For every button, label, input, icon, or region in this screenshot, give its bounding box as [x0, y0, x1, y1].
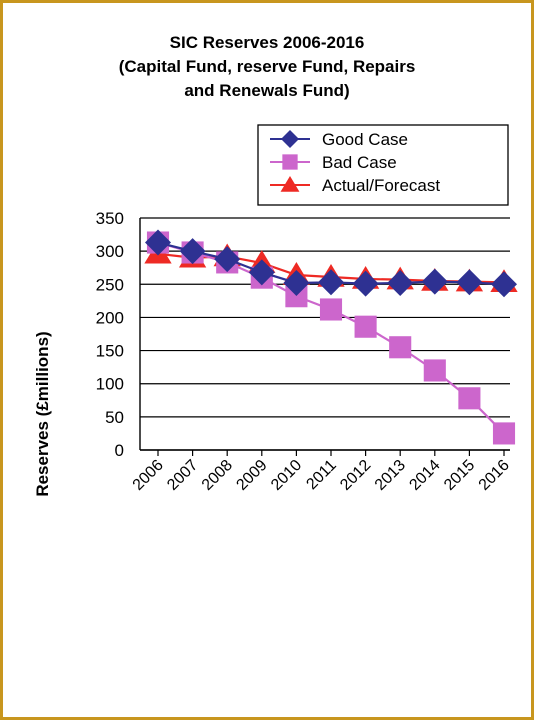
legend-marker — [282, 154, 298, 170]
y-tick-label: 300 — [96, 242, 124, 261]
data-point — [214, 246, 241, 273]
legend-label: Actual/Forecast — [322, 176, 440, 195]
legend-item: Good Case — [270, 130, 408, 149]
x-tick-label: 2010 — [268, 457, 305, 494]
y-tick-label: 200 — [96, 308, 124, 327]
x-tick-label: 2016 — [476, 457, 513, 494]
x-tick-label: 2009 — [233, 457, 270, 494]
data-point — [456, 269, 483, 296]
series-layer — [144, 229, 518, 445]
y-tick-label: 0 — [115, 441, 124, 460]
y-tick-label: 100 — [96, 375, 124, 394]
chart-title-line: (Capital Fund, reserve Fund, Repairs — [119, 57, 416, 76]
x-tick-label: 2015 — [441, 457, 478, 494]
y-tick-label: 150 — [96, 342, 124, 361]
y-tick-label: 350 — [96, 209, 124, 228]
y-axis-label: Reserves (£millions) — [33, 331, 52, 496]
chart-title: SIC Reserves 2006-2016 (Capital Fund, res… — [119, 33, 416, 100]
chart-title-line: SIC Reserves 2006-2016 — [170, 33, 365, 52]
data-point — [352, 270, 379, 297]
x-tick-label: 2007 — [164, 457, 201, 494]
x-tick-label: 2006 — [130, 457, 167, 494]
data-point — [319, 298, 343, 321]
legend-item: Bad Case — [270, 153, 397, 172]
data-point — [421, 268, 448, 295]
data-point — [318, 269, 344, 296]
y-tick-label: 250 — [96, 275, 124, 294]
x-tick-label: 2013 — [372, 457, 409, 494]
legend-label: Good Case — [322, 130, 408, 149]
legend-marker — [281, 130, 299, 148]
data-point — [491, 271, 517, 298]
data-point — [354, 315, 377, 338]
series-good-case — [145, 229, 517, 298]
data-point — [423, 359, 446, 382]
data-point — [179, 238, 206, 265]
data-point — [285, 285, 308, 308]
data-point — [145, 229, 171, 256]
legend: Good Case Bad Case Actual/Forecast — [257, 124, 509, 206]
y-tick-label: 50 — [105, 408, 124, 427]
data-point — [283, 269, 310, 296]
data-point — [389, 336, 412, 359]
data-point — [492, 422, 516, 445]
x-tick-label: 2012 — [337, 457, 374, 494]
x-tick-label: 2011 — [303, 457, 339, 493]
data-point — [248, 259, 275, 286]
x-tick-label: 2008 — [199, 457, 236, 494]
legend-item: Actual/Forecast — [270, 176, 440, 195]
chart-title-line: and Renewals Fund) — [184, 81, 349, 100]
axes: 0501001502002503003502006200720082009201… — [33, 209, 513, 497]
x-tick-label: 2014 — [406, 457, 443, 494]
legend-label: Bad Case — [322, 153, 397, 172]
data-point — [387, 269, 414, 296]
data-point — [458, 387, 481, 410]
legend-marker — [280, 176, 300, 192]
series-bad-case — [146, 231, 516, 445]
